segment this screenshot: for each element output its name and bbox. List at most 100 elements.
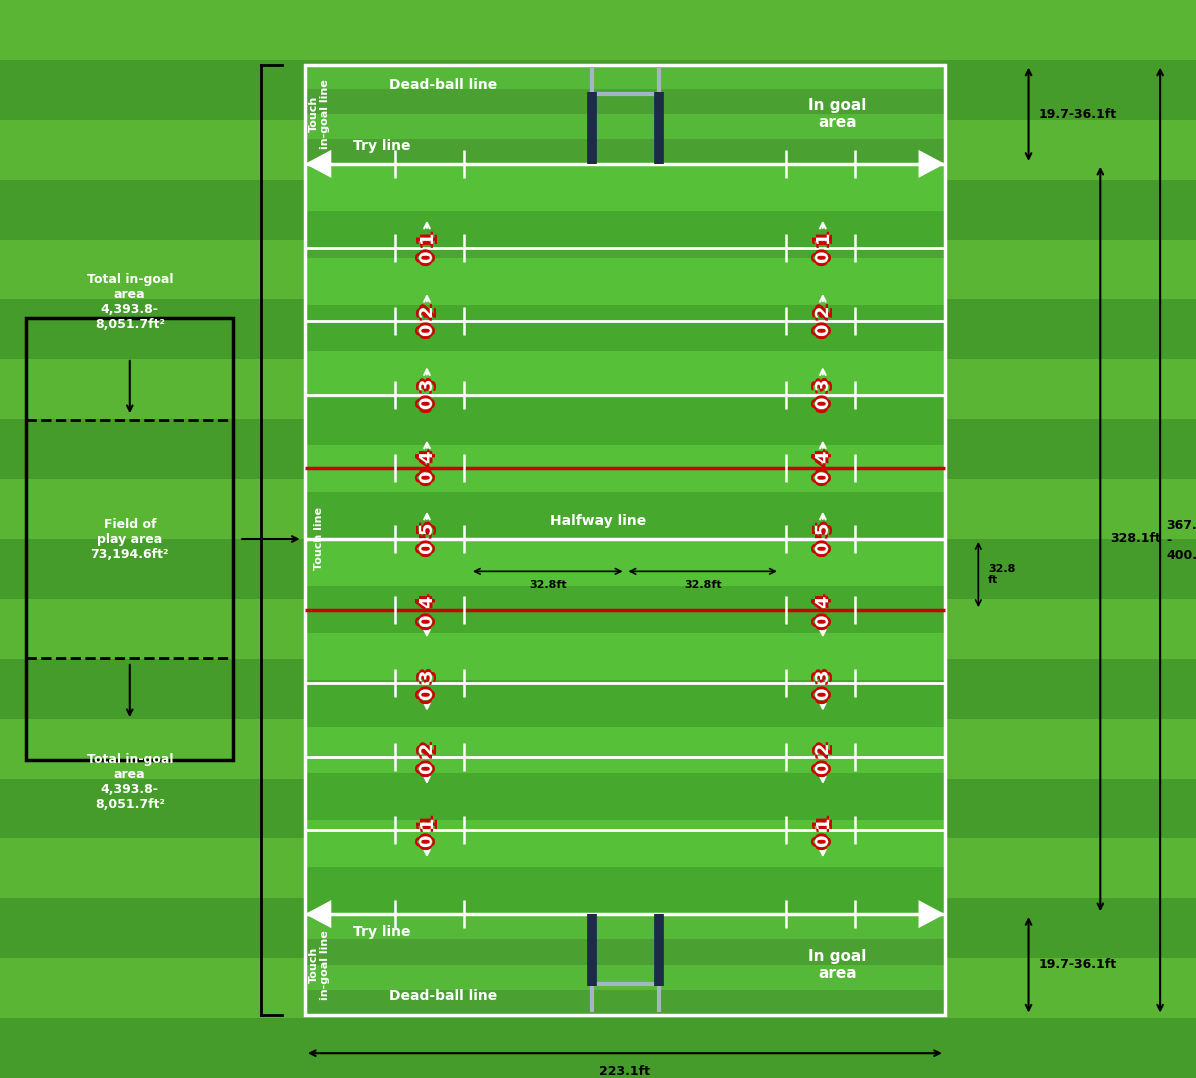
Bar (0, 419, 1196, 479)
Bar (305, 939, 945, 965)
Bar (305, 114, 945, 139)
Text: 0: 0 (810, 323, 829, 336)
Text: 0: 0 (417, 685, 437, 697)
Text: 5: 5 (813, 525, 832, 538)
Text: 0: 0 (417, 761, 437, 774)
Text: 0: 0 (417, 250, 437, 263)
Text: 3: 3 (817, 668, 836, 681)
Text: 0: 0 (810, 688, 829, 701)
Bar (0, 539, 1196, 599)
Text: 32.8ft: 32.8ft (529, 580, 567, 590)
Polygon shape (919, 150, 945, 178)
Text: 4: 4 (414, 451, 433, 464)
Text: 3: 3 (417, 377, 437, 390)
Text: 0: 0 (817, 614, 836, 627)
Bar (305, 774, 945, 820)
Text: 4: 4 (414, 595, 433, 608)
Text: 0: 0 (417, 838, 437, 851)
Text: 3: 3 (421, 668, 440, 681)
Text: 0: 0 (813, 250, 832, 263)
Text: 0: 0 (817, 397, 836, 410)
Bar (0, 898, 1196, 958)
Text: 5: 5 (417, 525, 437, 538)
Bar (305, 820, 945, 867)
Text: 0: 0 (421, 761, 440, 774)
Text: 19.7-36.1ft: 19.7-36.1ft (1038, 108, 1116, 121)
Text: 0: 0 (813, 834, 832, 847)
Text: 1: 1 (813, 227, 832, 240)
Text: 0: 0 (817, 250, 836, 263)
Text: 1: 1 (417, 818, 437, 831)
Bar (305, 727, 945, 774)
Text: 3: 3 (417, 381, 437, 393)
Text: 2: 2 (414, 742, 433, 755)
Bar (0, 479, 1196, 539)
Text: 5: 5 (813, 522, 832, 535)
Text: 2: 2 (813, 304, 832, 317)
Text: Total in-goal
area
4,393.8-
8,051.7ft²: Total in-goal area 4,393.8- 8,051.7ft² (86, 273, 173, 331)
Text: 3: 3 (421, 377, 440, 390)
Text: 3: 3 (813, 374, 832, 387)
Text: 3: 3 (810, 377, 829, 390)
Bar (305, 139, 945, 164)
Bar (0, 839, 1196, 898)
Text: 3: 3 (417, 668, 437, 681)
Bar (0, 958, 1196, 1018)
Text: 0: 0 (817, 761, 836, 774)
Text: 0: 0 (417, 320, 437, 333)
Text: 0: 0 (421, 834, 440, 847)
Text: 1: 1 (417, 231, 437, 244)
Text: 2: 2 (421, 742, 440, 755)
Text: 0: 0 (813, 611, 832, 624)
Text: Dead-ball line: Dead-ball line (389, 78, 498, 92)
Text: 2: 2 (421, 304, 440, 317)
Text: 0: 0 (414, 834, 433, 847)
Text: 32.8
ft: 32.8 ft (988, 564, 1015, 585)
Text: 1: 1 (810, 815, 829, 828)
Text: 4: 4 (417, 454, 437, 467)
Text: 0: 0 (417, 544, 437, 557)
Text: 2: 2 (813, 301, 832, 314)
Text: 0: 0 (417, 473, 437, 486)
Text: 2: 2 (813, 738, 832, 751)
Text: 3: 3 (813, 668, 832, 681)
Text: 0: 0 (414, 397, 433, 410)
Text: 5: 5 (417, 522, 437, 535)
Text: In goal
area: In goal area (808, 949, 866, 981)
Text: Try line: Try line (353, 139, 410, 153)
Polygon shape (305, 150, 331, 178)
Text: 0: 0 (813, 614, 832, 627)
Text: 4: 4 (421, 595, 440, 608)
Text: 0: 0 (417, 397, 437, 410)
Text: 0: 0 (417, 614, 437, 627)
Bar (0, 719, 1196, 778)
Text: 0: 0 (421, 323, 440, 336)
Bar (305, 914, 945, 939)
Text: 0: 0 (417, 470, 437, 483)
Text: 2: 2 (810, 742, 829, 755)
Text: 0: 0 (414, 323, 433, 336)
Text: 4: 4 (813, 451, 832, 464)
Text: 1: 1 (813, 818, 832, 831)
Text: 0: 0 (813, 320, 832, 333)
Bar (305, 304, 945, 351)
Text: 0: 0 (417, 327, 437, 340)
Text: 32.8ft: 32.8ft (684, 580, 721, 590)
Text: 223.1ft: 223.1ft (599, 1065, 651, 1078)
Text: 5: 5 (417, 519, 437, 531)
Bar (305, 965, 945, 990)
Text: 4: 4 (417, 598, 437, 611)
Text: 328.1ft: 328.1ft (1110, 533, 1161, 545)
Bar (305, 867, 945, 914)
Bar (0, 599, 1196, 659)
Bar (305, 399, 945, 445)
Text: 0: 0 (421, 688, 440, 701)
Text: 0: 0 (817, 470, 836, 483)
Text: 0: 0 (421, 614, 440, 627)
Bar (305, 89, 945, 114)
Text: 0: 0 (813, 764, 832, 777)
Text: 5: 5 (421, 522, 440, 535)
Text: 0: 0 (417, 541, 437, 554)
Text: 5: 5 (810, 522, 829, 535)
Text: 2: 2 (813, 307, 832, 320)
